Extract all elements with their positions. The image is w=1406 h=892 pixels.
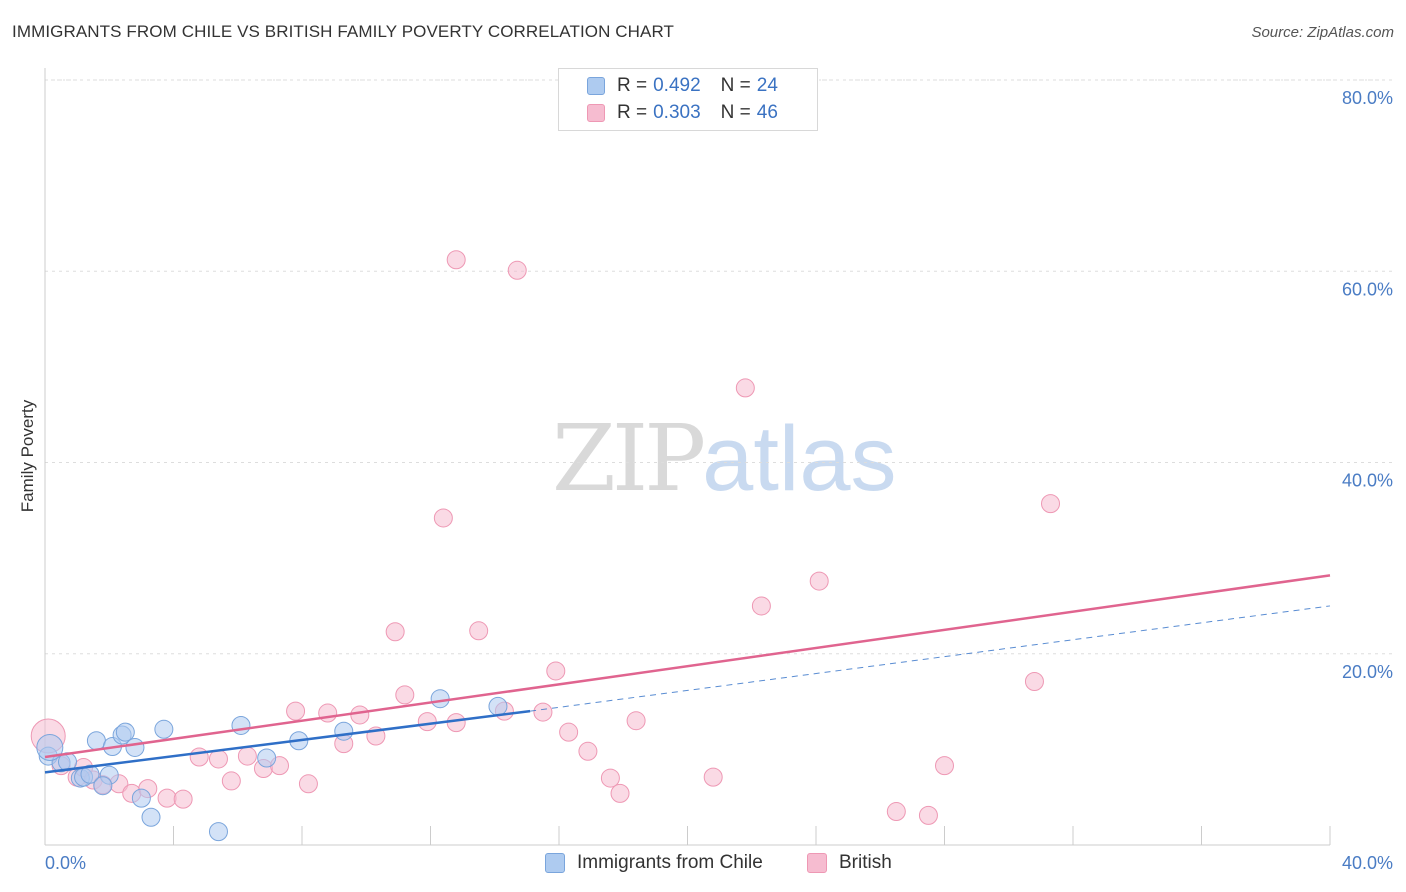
legend-n-label: N = [720,102,751,123]
british-point [751,596,771,616]
british-point [578,741,598,761]
british-point [298,774,318,794]
british-point [703,767,723,787]
british-point [385,622,405,642]
y-tick-label: 20.0% [1342,662,1393,682]
british-point [157,788,177,808]
tick-labels: 20.0% 40.0% 60.0% 80.0% 0.0% 40.0% [45,88,1393,873]
british-point [1041,494,1061,514]
british-point [318,703,338,723]
british-point [886,802,906,822]
british-point [735,378,755,398]
legend-swatch-chile [545,853,565,873]
chile-trend-line [44,709,531,774]
stats-legend: R = 0.492 N = 24 R = 0.303 N = 46 [558,68,818,131]
british-point [533,702,553,722]
british-point [173,789,193,809]
british-point [918,805,938,825]
legend-r-value: 0.492 [653,75,701,96]
british-point [208,749,228,769]
british-point [286,701,306,721]
british-point [809,571,829,591]
chile-point [488,696,508,716]
chile-point [131,788,151,808]
british-point [1024,671,1044,691]
chile-point [86,731,106,751]
x-tick-label: 0.0% [45,853,86,873]
legend-item-british: British [807,852,892,874]
y-tick-label: 80.0% [1342,88,1393,108]
british-point [610,783,630,803]
british-point [600,768,620,788]
source-label: Source: ZipAtlas.com [1251,24,1394,41]
british-point [433,508,453,528]
chile-point [115,722,135,742]
chile-point [154,719,174,739]
y-tick-label: 40.0% [1342,471,1393,491]
watermark-zip: ZIP [552,405,706,512]
legend-label-british: British [839,852,892,873]
british-point [546,661,566,681]
legend-swatch-chile [587,77,605,95]
legend-swatch-british [807,853,827,873]
legend-n-value: 46 [756,102,778,123]
british-point [237,746,257,766]
legend-r-value: 0.303 [653,102,701,123]
chile-trend-extension [530,605,1331,712]
british-point [446,250,466,270]
legend-label-chile: Immigrants from Chile [577,852,763,873]
british-point [935,756,954,776]
british-point [189,747,209,767]
legend-r-label: R = [617,102,648,123]
chart-title: IMMIGRANTS FROM CHILE VS BRITISH FAMILY … [12,22,675,41]
british-point [417,712,437,732]
chile-point [141,807,161,827]
british-point [446,713,466,733]
series-legend: Immigrants from Chile British [0,852,1406,878]
chile-point [93,776,113,796]
british-point [350,705,370,725]
chile-point [36,733,64,761]
trend-lines [44,574,1331,774]
watermark-atlas: atlas [702,408,897,510]
legend-row-chile: R = 0.492 N = 24 [587,73,778,99]
legend-n-label: N = [720,75,751,96]
chile-point [430,689,450,709]
legend-r-label: R = [617,75,648,96]
british-point [395,685,415,705]
british-point [507,260,527,280]
british-point [559,722,579,742]
chile-point [80,764,100,784]
x-tick-label: 40.0% [1342,853,1393,873]
british-point [626,711,646,731]
chile-point [125,737,145,757]
grid-lines [45,79,1392,655]
british-point [469,621,489,641]
axes [44,68,1331,846]
legend-n-value: 24 [756,75,778,96]
y-tick-label: 60.0% [1342,279,1393,299]
data-points [30,250,1061,842]
british-trend-line [44,574,1331,759]
legend-item-chile: Immigrants from Chile [545,852,763,874]
chile-point [334,721,354,741]
chile-point [257,748,277,768]
british-point [221,771,241,791]
legend-row-british: R = 0.303 N = 46 [587,100,778,126]
chile-point [231,715,251,735]
chile-point [208,822,228,842]
legend-swatch-british [587,104,605,122]
zipatlas-watermark: ZIPatlas [552,405,897,512]
